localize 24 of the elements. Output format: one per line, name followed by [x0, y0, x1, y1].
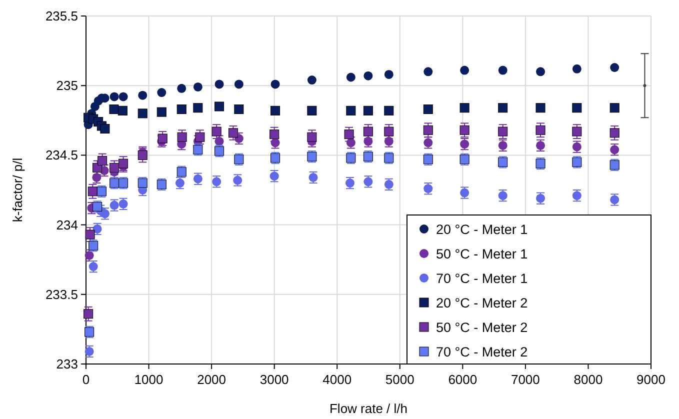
x-tick-label: 9000 [636, 372, 666, 387]
y-tick-label: 233 [56, 356, 78, 372]
legend-label: 50 °C - Meter 2 [436, 320, 528, 335]
x-tick-label: 4000 [322, 372, 352, 387]
legend-label: 50 °C - Meter 1 [436, 246, 528, 262]
legend-label: 70 °C - Meter 1 [436, 271, 528, 286]
x-tick-label: 3000 [260, 372, 289, 387]
legend-label: 70 °C - Meter 2 [436, 344, 528, 360]
legend-label: 20 °C - Meter 2 [436, 296, 528, 310]
x-tick-label: 0 [82, 372, 90, 387]
x-tick-label: 5000 [385, 372, 414, 387]
x-tick-label: 1000 [134, 372, 164, 387]
y-tick-label: 235 [56, 78, 78, 94]
y-tick-label: 233.5 [45, 286, 78, 302]
x-tick-label: 2000 [197, 372, 226, 387]
x-tick-label: 8000 [574, 372, 603, 387]
x-tick-label: 6000 [448, 372, 478, 387]
y-tick-label: 234 [56, 217, 78, 232]
y-tick-label: 234.5 [45, 148, 78, 163]
x-axis-title: Flow rate / l/h [329, 401, 408, 416]
x-tick-label: 7000 [510, 372, 540, 387]
y-axis-title: k-factor/ p/l [10, 158, 25, 222]
y-tick-label: 235.5 [45, 8, 78, 24]
legend-label: 20 °C - Meter 1 [436, 222, 528, 237]
